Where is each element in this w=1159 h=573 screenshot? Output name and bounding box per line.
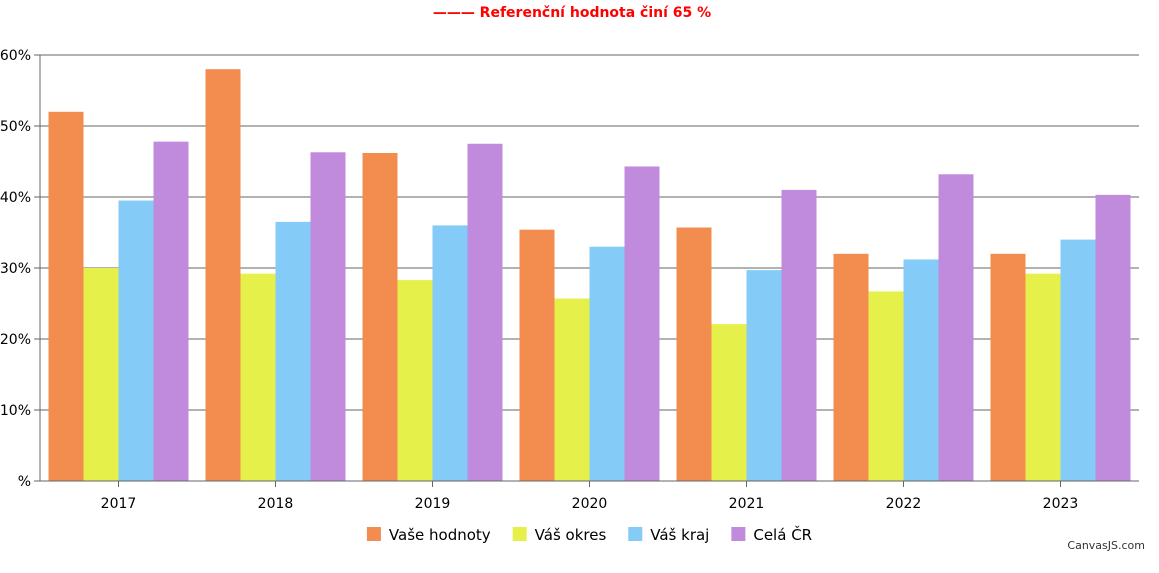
- y-tick-label: 30%: [0, 261, 31, 277]
- y-tick-label: %: [18, 474, 31, 490]
- bar: [467, 143, 503, 481]
- bar: [624, 166, 660, 481]
- y-tick-label: 50%: [0, 119, 31, 135]
- bar: [833, 253, 869, 481]
- bar: [746, 270, 782, 481]
- x-tick-label: 2017: [101, 496, 137, 512]
- bar: [48, 111, 84, 482]
- y-tick-label: 60%: [0, 48, 31, 64]
- legend-label: Váš okres: [535, 526, 607, 544]
- x-tick-label: 2018: [258, 496, 294, 512]
- legend-swatch: [628, 527, 643, 541]
- bar: [519, 229, 555, 481]
- legend-swatch: [512, 527, 527, 541]
- bar: [275, 221, 311, 481]
- legend-label: Váš kraj: [650, 526, 709, 544]
- bar: [554, 298, 590, 481]
- legend-swatch: [731, 527, 746, 541]
- bar: [781, 189, 817, 481]
- bar: [589, 246, 625, 481]
- y-tick-label: 10%: [0, 403, 31, 419]
- legend-label: Celá ČR: [753, 525, 812, 544]
- legend-label: Vaše hodnoty: [389, 526, 491, 544]
- bar: [118, 200, 154, 482]
- bar: [903, 259, 939, 481]
- chart-subtitle: ——— Referenční hodnota činí 65 %: [433, 5, 711, 21]
- x-tick-label: 2023: [1043, 496, 1079, 512]
- x-tick-label: 2019: [415, 496, 451, 512]
- bar: [83, 268, 119, 481]
- bar: [362, 152, 398, 482]
- bar: [397, 280, 433, 481]
- x-tick-label: 2021: [729, 496, 765, 512]
- y-axis: % 10% 20% 30% 40% 50% 60%: [0, 48, 41, 490]
- bar: [938, 174, 974, 481]
- bars-group: [48, 69, 1131, 482]
- legend-swatch: [366, 527, 381, 541]
- credit-label[interactable]: CanvasJS.com: [1067, 539, 1145, 552]
- bar: [1025, 273, 1061, 481]
- bar: [1060, 239, 1096, 481]
- bar: [240, 273, 276, 481]
- bar: [868, 291, 904, 481]
- bar: [676, 227, 712, 481]
- y-tick-label: 40%: [0, 190, 31, 206]
- bar: [205, 69, 241, 481]
- bar: [990, 253, 1026, 481]
- bar: [432, 225, 468, 481]
- bar: [153, 141, 189, 481]
- bar: [1095, 194, 1131, 481]
- x-tick-label: 2022: [886, 496, 922, 512]
- bar: [711, 324, 747, 481]
- y-tick-label: 20%: [0, 332, 31, 348]
- bar: [310, 152, 346, 481]
- legend: Vaše hodnoty Váš okres Váš kraj Celá ČR: [366, 525, 812, 544]
- x-tick-label: 2020: [572, 496, 608, 512]
- x-axis: 2017 2018 2019 2020 2021 2022 2023: [40, 480, 1139, 512]
